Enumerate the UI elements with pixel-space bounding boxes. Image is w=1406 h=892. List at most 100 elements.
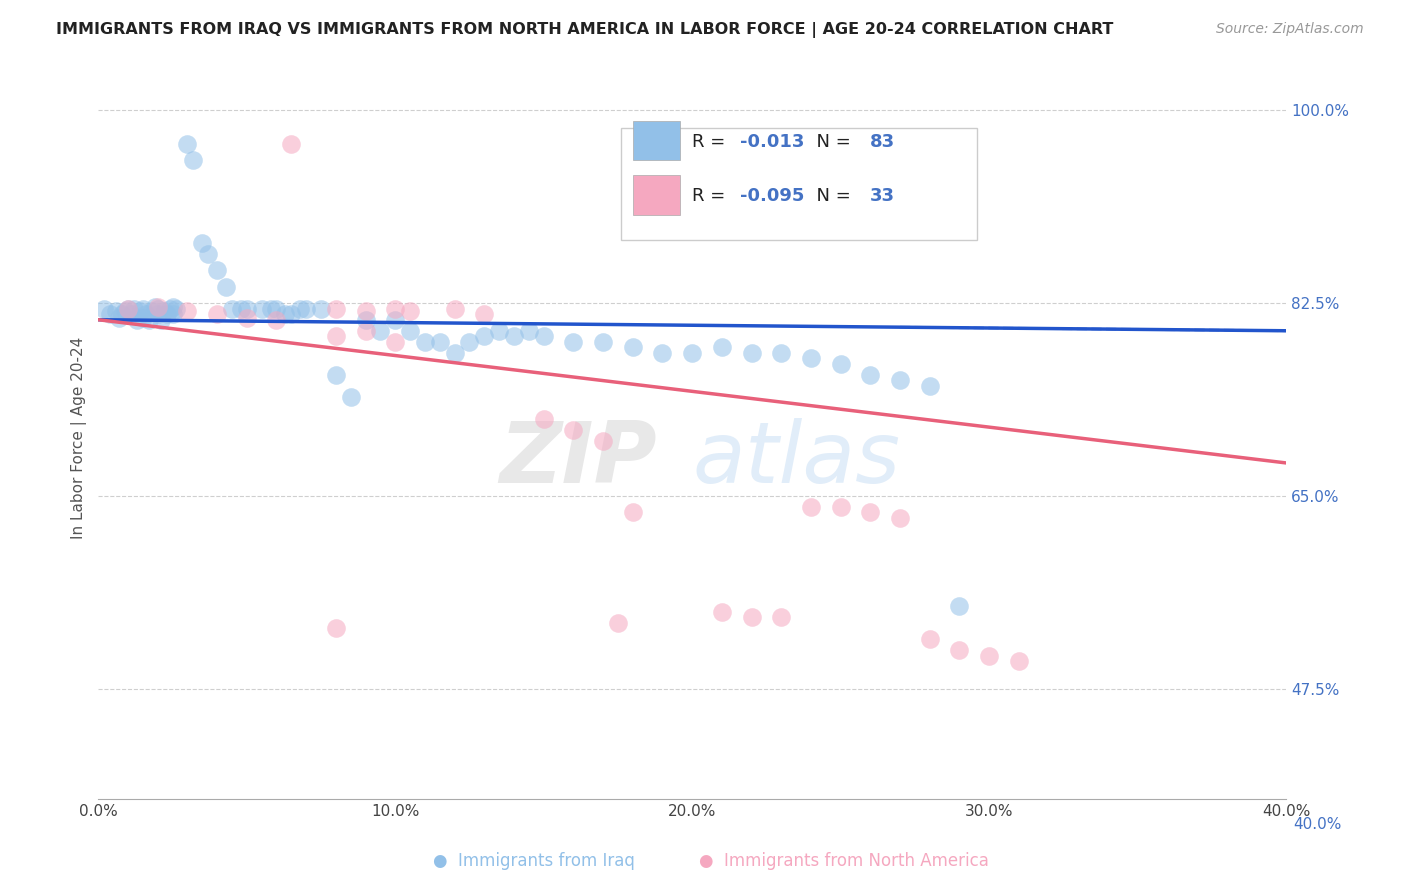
Point	[533, 329, 555, 343]
Point	[399, 304, 422, 318]
Point	[280, 307, 302, 321]
Point	[259, 301, 281, 316]
Point	[948, 599, 970, 613]
Point	[141, 304, 163, 318]
Point	[592, 434, 614, 448]
Point	[93, 301, 115, 316]
Point	[205, 307, 228, 321]
Text: atlas: atlas	[692, 418, 900, 501]
Text: -0.095: -0.095	[740, 187, 804, 205]
Point	[114, 304, 136, 318]
Point	[325, 621, 347, 635]
Point	[325, 329, 347, 343]
Point	[266, 312, 288, 326]
Point	[443, 301, 465, 316]
Point	[1008, 654, 1031, 668]
Point	[399, 324, 422, 338]
Point	[229, 301, 252, 316]
Point	[162, 300, 184, 314]
Point	[138, 312, 160, 326]
Point	[135, 307, 157, 321]
Text: -0.013: -0.013	[740, 134, 804, 152]
Point	[889, 511, 911, 525]
Text: IMMIGRANTS FROM IRAQ VS IMMIGRANTS FROM NORTH AMERICA IN LABOR FORCE | AGE 20-24: IMMIGRANTS FROM IRAQ VS IMMIGRANTS FROM …	[56, 22, 1114, 38]
Point	[111, 307, 134, 321]
Point	[274, 307, 297, 321]
Point	[651, 345, 673, 359]
Point	[325, 368, 347, 382]
Point	[562, 423, 585, 437]
Point	[770, 345, 793, 359]
Point	[918, 632, 941, 647]
Point	[621, 506, 644, 520]
Point	[517, 324, 540, 338]
Point	[221, 301, 243, 316]
Text: ZIP: ZIP	[499, 418, 657, 501]
Point	[191, 235, 214, 250]
Point	[977, 648, 1000, 663]
Point	[859, 368, 882, 382]
Point	[370, 324, 392, 338]
Point	[197, 246, 219, 260]
Point	[741, 345, 763, 359]
Point	[146, 300, 169, 314]
Point	[280, 136, 302, 151]
Point	[458, 334, 481, 349]
Point	[143, 300, 166, 314]
Point	[710, 605, 733, 619]
Point	[120, 307, 142, 321]
Point	[129, 304, 152, 318]
Point	[159, 301, 181, 316]
Point	[800, 500, 823, 514]
Point	[266, 301, 288, 316]
Point	[413, 334, 436, 349]
Point	[146, 307, 169, 321]
Point	[250, 301, 273, 316]
Point	[354, 324, 377, 338]
Point	[132, 310, 155, 325]
Text: 40.0%: 40.0%	[1294, 817, 1341, 832]
Point	[125, 312, 148, 326]
Point	[162, 307, 184, 321]
Point	[384, 301, 406, 316]
Text: R =: R =	[692, 134, 731, 152]
Text: N =: N =	[806, 187, 856, 205]
Y-axis label: In Labor Force | Age 20-24: In Labor Force | Age 20-24	[72, 337, 87, 540]
Point	[149, 312, 172, 326]
Text: ●  Immigrants from North America: ● Immigrants from North America	[699, 852, 988, 870]
Point	[290, 301, 312, 316]
Point	[592, 334, 614, 349]
Point	[472, 307, 495, 321]
Point	[859, 506, 882, 520]
FancyBboxPatch shape	[633, 120, 681, 161]
Point	[948, 643, 970, 657]
Point	[176, 136, 198, 151]
Point	[236, 310, 259, 325]
Point	[132, 301, 155, 316]
Point	[98, 307, 121, 321]
Point	[105, 304, 128, 318]
Point	[800, 351, 823, 366]
Point	[117, 301, 139, 316]
Text: 83: 83	[870, 134, 896, 152]
Text: ●  Immigrants from Iraq: ● Immigrants from Iraq	[433, 852, 636, 870]
Point	[503, 329, 526, 343]
Point	[146, 301, 169, 316]
Point	[606, 615, 628, 630]
Point	[354, 304, 377, 318]
Point	[152, 304, 174, 318]
Text: Source: ZipAtlas.com: Source: ZipAtlas.com	[1216, 22, 1364, 37]
Point	[156, 307, 179, 321]
Point	[830, 357, 852, 371]
Point	[889, 373, 911, 387]
Point	[429, 334, 451, 349]
Point	[741, 610, 763, 624]
Point	[681, 345, 703, 359]
Text: 33: 33	[870, 187, 896, 205]
Point	[488, 324, 510, 338]
Point	[183, 153, 205, 167]
Point	[295, 301, 318, 316]
Point	[830, 500, 852, 514]
Point	[384, 312, 406, 326]
Point	[122, 301, 145, 316]
